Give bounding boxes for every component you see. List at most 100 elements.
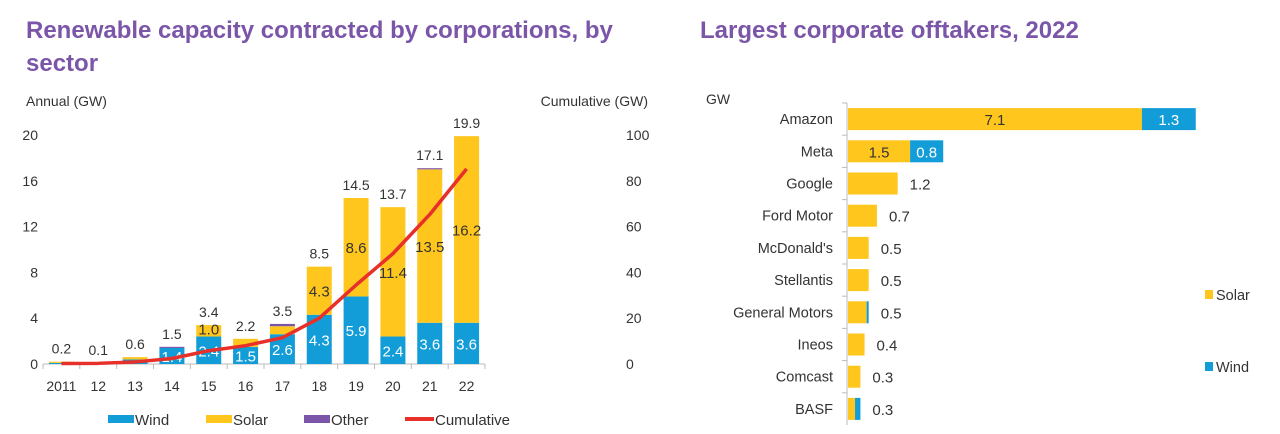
segment-label: 1.0 — [198, 322, 219, 339]
total-label: 19.9 — [453, 115, 480, 131]
segment-label: 16.2 — [452, 222, 481, 239]
legend-label-cumulative: Cumulative — [435, 412, 510, 429]
wind-bar — [343, 296, 369, 364]
wind-bar — [233, 346, 259, 364]
solar-bar — [848, 269, 869, 292]
legend-swatch-wind — [1205, 362, 1213, 371]
y-tick-label: 20 — [22, 127, 38, 143]
legend-swatch-other — [304, 415, 330, 423]
solar-bar — [269, 326, 295, 335]
solar-bar — [848, 140, 911, 163]
segment-label: 3.6 — [456, 336, 477, 353]
right-axis-label: Cumulative (GW) — [541, 93, 648, 109]
legend-label-wind: Wind — [1216, 360, 1249, 376]
annual-cumulative-chart: Annual (GW) Cumulative (GW) 0 0 4 20 8 40 12 60 16… — [22, 93, 650, 429]
x-tick-label: 14 — [164, 378, 180, 394]
total-label: 0.2 — [52, 341, 72, 357]
cumulative-line — [61, 167, 468, 366]
legend-swatch-wind — [108, 415, 134, 423]
wind-bar — [1141, 108, 1196, 131]
gw-axis-label: GW — [706, 91, 731, 107]
total-label: 0.6 — [125, 336, 145, 352]
solar-bar — [848, 204, 877, 227]
solar-bar — [848, 301, 867, 324]
wind-value-label: 1.3 — [1158, 112, 1179, 129]
company-label: Amazon — [780, 112, 833, 128]
solar-bar — [417, 169, 443, 323]
legend-label-solar: Solar — [233, 412, 268, 429]
segment-label: 4.3 — [309, 284, 330, 301]
x-tick-label: 12 — [90, 378, 106, 394]
segment-label: 11.4 — [379, 265, 407, 282]
legend-label-other: Other — [331, 412, 369, 429]
other-bar — [159, 346, 185, 348]
solar-bar — [848, 333, 865, 356]
y2-tick-label: 20 — [626, 310, 642, 326]
solar-bar — [848, 172, 898, 195]
company-label: General Motors — [733, 305, 833, 321]
total-value-label: 1.2 — [910, 177, 931, 194]
solar-bar — [848, 397, 856, 420]
total-label: 3.5 — [273, 303, 293, 319]
total-value-label: 0.4 — [877, 338, 898, 355]
wind-bar — [380, 336, 406, 364]
wind-bar — [910, 140, 944, 163]
x-tick-label: 18 — [311, 378, 327, 394]
x-tick-label: 21 — [422, 378, 438, 394]
total-label: 8.5 — [310, 246, 330, 262]
total-value-label: 0.3 — [872, 402, 893, 419]
wind-bar — [417, 322, 443, 364]
total-label: 3.4 — [199, 304, 219, 320]
y2-tick-label: 80 — [626, 173, 642, 189]
total-label: 0.1 — [89, 342, 109, 358]
segment-label: 1.5 — [235, 348, 256, 365]
x-tick-label: 17 — [275, 378, 291, 394]
total-label: 13.7 — [379, 186, 406, 202]
company-label: Stellantis — [774, 273, 833, 289]
solar-bar — [233, 338, 259, 347]
x-tick-label: 19 — [348, 378, 364, 394]
y-tick-label: 0 — [30, 356, 38, 372]
total-value-label: 0.5 — [881, 241, 902, 258]
solar-value-label: 7.1 — [985, 112, 1006, 129]
company-label: Comcast — [776, 370, 833, 386]
segment-label: 4.3 — [309, 332, 330, 349]
right-chart-title: Largest corporate offtakers, 2022 — [700, 17, 1079, 44]
segment-label: 3.6 — [419, 336, 440, 353]
y2-tick-label: 100 — [626, 127, 650, 143]
other-bar — [417, 168, 443, 170]
segment-label: 2.6 — [272, 342, 293, 359]
y-tick-label: 8 — [30, 264, 38, 280]
x-tick-label: 15 — [201, 378, 217, 394]
legend-label-solar: Solar — [1216, 288, 1250, 304]
x-tick-label: 13 — [127, 378, 143, 394]
solar-bar — [122, 357, 148, 360]
y2-tick-label: 0 — [626, 356, 634, 372]
wind-bar — [855, 397, 861, 420]
solar-bar — [306, 266, 332, 315]
wind-value-label: 0.8 — [916, 144, 937, 161]
total-label: 17.1 — [416, 147, 443, 163]
segment-label: 2.4 — [382, 343, 403, 360]
total-value-label: 0.5 — [881, 305, 902, 322]
y-tick-label: 4 — [30, 310, 38, 326]
legend-label-wind: Wind — [135, 412, 169, 429]
x-tick-label: 20 — [385, 378, 401, 394]
total-label: 1.5 — [162, 326, 182, 342]
y2-tick-label: 40 — [626, 264, 642, 280]
total-value-label: 0.5 — [881, 273, 902, 290]
company-label: BASF — [795, 402, 833, 418]
x-tick-label: 16 — [238, 378, 254, 394]
total-label: 14.5 — [342, 177, 369, 193]
solar-bar — [848, 108, 1142, 131]
solar-bar — [848, 365, 861, 388]
company-label: Ineos — [798, 338, 833, 354]
company-label: Ford Motor — [762, 209, 833, 225]
segment-label: 8.6 — [346, 240, 367, 257]
legend-swatch-solar — [206, 415, 232, 423]
y2-tick-label: 60 — [626, 219, 642, 235]
left-chart-title: Renewable capacity contracted by corpora… — [26, 17, 613, 77]
y-tick-label: 12 — [22, 219, 38, 235]
left-axis-label: Annual (GW) — [26, 93, 107, 109]
total-value-label: 0.7 — [889, 209, 910, 226]
